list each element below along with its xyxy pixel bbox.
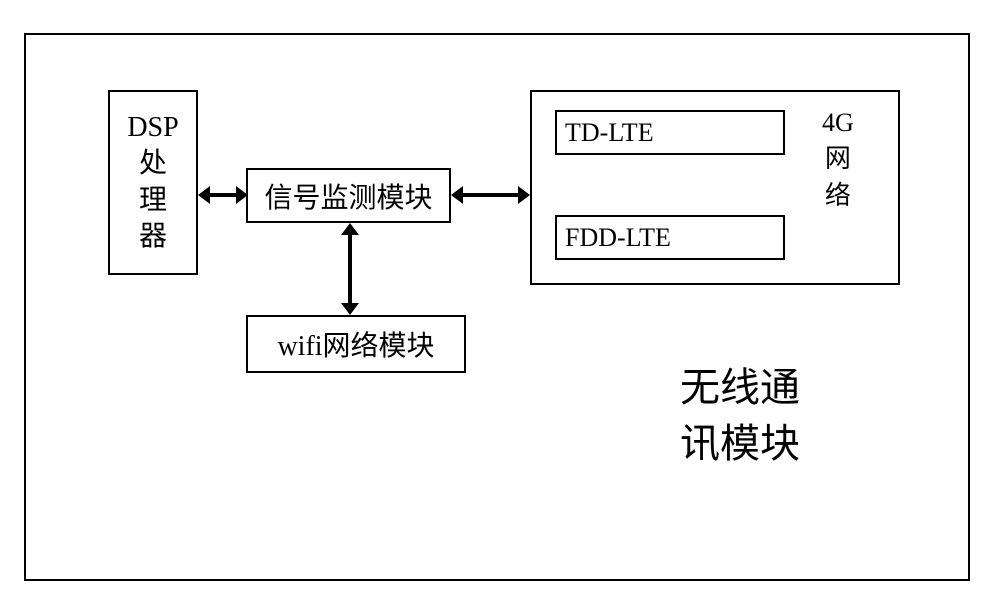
arrow-head-down-3 [341, 303, 359, 315]
signal-monitor-box: 信号监测模块 [246, 168, 451, 223]
wifi-label: wifi网络模块 [277, 324, 434, 364]
arrow-head-up-3 [341, 223, 359, 235]
dsp-line-1: 处 [127, 146, 178, 182]
g4-side-line-1: 网 [822, 141, 854, 177]
wireless-comm-module-label: 无线通 讯模块 [680, 360, 800, 472]
dsp-line-2: 理 [127, 183, 178, 219]
arrow-head-right-2 [518, 186, 530, 204]
g4-side-label: 4G 网 络 [822, 105, 854, 214]
big-label-line-0: 无线通 [680, 360, 800, 416]
arrow-dsp-signal [206, 193, 240, 197]
fdd-lte-box: FDD-LTE [555, 215, 785, 260]
arrow-head-right-1 [236, 186, 248, 204]
dsp-processor-box: DSP 处 理 器 [108, 90, 198, 275]
td-lte-box: TD-LTE [555, 110, 785, 155]
arrow-head-left-1 [198, 186, 210, 204]
big-label-line-1: 讯模块 [680, 416, 800, 472]
td-lte-label: TD-LTE [565, 118, 654, 148]
dsp-line-3: 器 [127, 219, 178, 255]
arrow-signal-wifi [348, 231, 352, 307]
signal-monitor-label: 信号监测模块 [264, 176, 432, 216]
wifi-module-box: wifi网络模块 [246, 315, 466, 373]
g4-side-line-0: 4G [822, 105, 854, 141]
arrow-head-left-2 [451, 186, 463, 204]
fdd-lte-label: FDD-LTE [565, 223, 671, 253]
g4-side-line-2: 络 [822, 178, 854, 214]
dsp-line-0: DSP [127, 110, 178, 146]
arrow-signal-4g [459, 193, 522, 197]
